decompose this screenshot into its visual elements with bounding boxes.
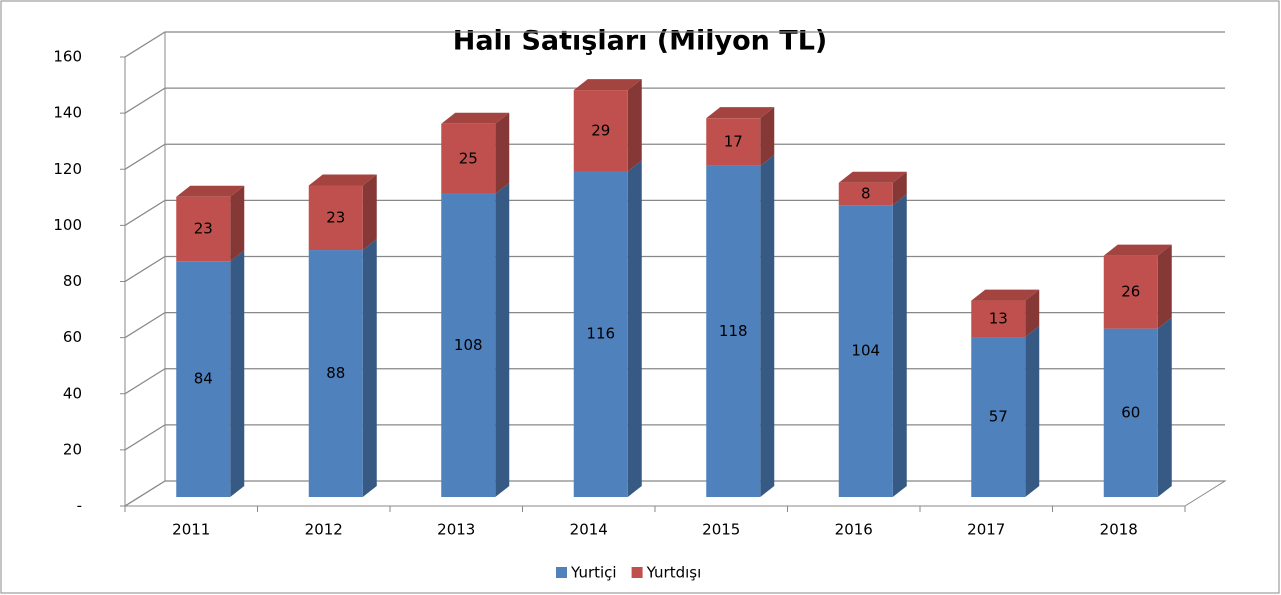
- data-label: 104: [851, 342, 880, 360]
- bar: [308, 250, 363, 497]
- bar-side: [230, 185, 245, 262]
- data-label: 17: [724, 133, 743, 151]
- bar: [971, 337, 1026, 497]
- data-label: 23: [326, 208, 345, 226]
- bar-top: [176, 185, 245, 197]
- grid-line: [124, 31, 1225, 58]
- bar-side: [760, 154, 775, 498]
- data-label: 108: [454, 336, 483, 354]
- bar-top: [1103, 244, 1172, 256]
- bar: [573, 171, 628, 497]
- y-tick-label: 60: [63, 328, 82, 346]
- y-tick-label: 140: [53, 104, 82, 122]
- bar-top: [441, 112, 510, 124]
- bar: [176, 261, 231, 497]
- bar-top: [706, 107, 775, 119]
- bar-top: [573, 79, 642, 91]
- bar: [573, 90, 628, 172]
- data-label: 25: [459, 149, 478, 167]
- data-label: 29: [591, 121, 610, 139]
- bar-side: [230, 250, 245, 497]
- chart-title: Halı Satışları (Milyon TL): [453, 26, 828, 57]
- legend-label: Yurtdışı: [646, 564, 702, 582]
- bar: [706, 118, 761, 166]
- bar: [441, 193, 496, 498]
- x-tick-label: 2011: [172, 521, 210, 539]
- bar: [1103, 328, 1158, 497]
- bar-side: [362, 239, 377, 498]
- x-tick-label: 2013: [437, 521, 475, 539]
- grid-line: [124, 87, 1225, 114]
- data-label: 60: [1121, 403, 1140, 421]
- bar-side: [1025, 326, 1040, 497]
- y-tick-label: 80: [63, 272, 82, 290]
- x-tick-label: 2014: [570, 521, 608, 539]
- data-label: 116: [586, 325, 615, 343]
- bar-side: [1157, 317, 1172, 497]
- legend-swatch: [631, 567, 643, 578]
- bar: [838, 205, 893, 497]
- x-tick-label: 2018: [1100, 521, 1138, 539]
- data-label: 88: [326, 364, 345, 382]
- bar: [971, 300, 1026, 338]
- y-tick-label: 120: [53, 160, 82, 178]
- grid-line: [124, 143, 1225, 170]
- bar-side: [362, 174, 377, 251]
- bar: [441, 123, 496, 194]
- x-tick-label: 2016: [835, 521, 873, 539]
- legend-label: Yurtiçi: [570, 564, 617, 582]
- bar-top: [838, 171, 907, 183]
- y-tick-label: 160: [53, 48, 82, 66]
- data-label: 118: [719, 322, 748, 340]
- bar: [706, 165, 761, 498]
- bar-side: [1025, 289, 1040, 338]
- bar: [838, 182, 893, 206]
- x-tick-label: 2015: [702, 521, 740, 539]
- y-tick-label: 100: [53, 216, 82, 234]
- y-tick-label: 40: [63, 384, 82, 402]
- data-label: 26: [1121, 283, 1140, 301]
- bar-side: [892, 171, 907, 206]
- bar-top: [971, 289, 1040, 301]
- bar-side: [627, 79, 642, 172]
- bar: [176, 196, 231, 262]
- x-tick-label: 2012: [305, 521, 343, 539]
- legend-swatch: [556, 567, 567, 578]
- bar-side: [892, 194, 907, 497]
- y-tick-label: 20: [63, 440, 82, 458]
- data-label: 84: [194, 370, 213, 388]
- x-tick-label: 2017: [967, 521, 1005, 539]
- bar: [1103, 255, 1158, 329]
- data-label: 8: [861, 184, 871, 202]
- data-label: 57: [989, 408, 1008, 426]
- y-tick-label: -: [77, 497, 82, 515]
- bar-side: [1157, 244, 1172, 329]
- data-label: 13: [989, 309, 1008, 327]
- bar-top: [308, 174, 377, 186]
- bar-side: [627, 160, 642, 497]
- bar-side: [495, 112, 510, 194]
- bar-side: [760, 107, 775, 166]
- data-label: 23: [194, 220, 213, 238]
- bar-side: [495, 182, 510, 498]
- bar: [308, 185, 363, 251]
